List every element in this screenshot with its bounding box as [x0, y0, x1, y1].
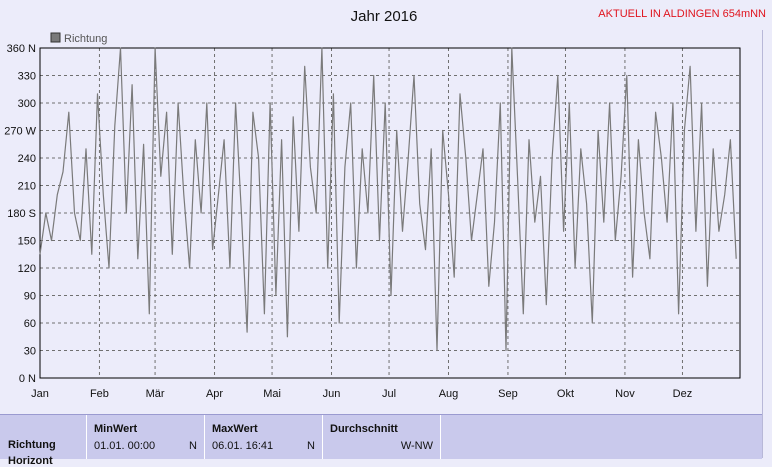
series-layer: [39, 47, 737, 352]
x-tick-label: Aug: [439, 388, 459, 400]
x-tick-label: Mär: [146, 388, 165, 400]
min-value: N: [189, 440, 197, 452]
min-header: MinWert: [94, 423, 138, 435]
stats-panel: Richtung Horizont MinWert 01.01. 00:00 N…: [0, 414, 762, 467]
y-tick-label: 30: [24, 346, 36, 358]
y-tick-label: 270 W: [4, 126, 36, 138]
x-tick-label: Mai: [263, 388, 281, 400]
max-value: N: [307, 440, 315, 452]
stats-avg-cell: Durchschnitt W-NW: [323, 415, 441, 459]
x-tick-label: Sep: [498, 388, 518, 400]
min-date: 01.01. 00:00: [94, 440, 156, 452]
x-axis: Jan Feb Mär Apr Mai Jun Jul Aug Sep Okt Nov Dez: [31, 388, 692, 400]
max-header: MaxWert: [212, 423, 258, 435]
y-tick-label: 90: [24, 291, 36, 303]
x-tick-label: Feb: [90, 388, 109, 400]
x-tick-label: Apr: [206, 388, 223, 400]
y-tick-label: 60: [24, 318, 36, 330]
stats-row-label-2: Horizont: [8, 455, 53, 467]
y-tick-label: 240: [18, 153, 36, 165]
x-tick-label: Okt: [557, 388, 574, 400]
station-brand: AKTUELL IN ALDINGEN 654mNN: [598, 8, 766, 20]
legend-label: Richtung: [64, 33, 107, 45]
legend: Richtung: [50, 32, 107, 45]
y-tick-label: 330: [18, 71, 36, 83]
y-tick-label: 120: [18, 263, 36, 275]
y-tick-label: 180 S: [7, 208, 36, 220]
y-tick-label: 0 N: [19, 373, 36, 385]
x-tick-label: Jul: [382, 388, 396, 400]
y-tick-label: 150: [18, 236, 36, 248]
stats-row-label: Richtung: [8, 439, 56, 451]
x-tick-label: Nov: [615, 388, 635, 400]
avg-value: W-NW: [400, 440, 433, 452]
max-date: 06.01. 16:41: [212, 440, 274, 452]
legend-swatch: [50, 32, 61, 43]
stats-max-cell: MaxWert 06.01. 16:41 N: [205, 415, 323, 459]
y-axis: 0 N 30 60 90 120 150 180 S 210 240 270 W 300 330 360…: [4, 43, 36, 385]
y-tick-label: 300: [18, 98, 36, 110]
avg-header: Durchschnitt: [330, 423, 398, 435]
x-tick-label: Jan: [31, 388, 49, 400]
stats-min-cell: MinWert 01.01. 00:00 N: [87, 415, 205, 459]
series-line-richtung: [39, 47, 737, 352]
chart-title: Jahr 2016: [351, 8, 418, 25]
x-tick-label: Dez: [673, 388, 693, 400]
side-panel-edge: [762, 30, 772, 458]
stats-label-cell: Richtung Horizont: [0, 415, 87, 467]
plot-frame: [39, 47, 741, 379]
x-tick-label: Jun: [323, 388, 341, 400]
y-tick-label: 360 N: [7, 43, 36, 55]
y-tick-label: 210: [18, 181, 36, 193]
